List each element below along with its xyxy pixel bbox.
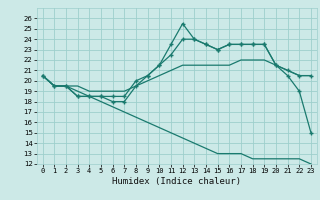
X-axis label: Humidex (Indice chaleur): Humidex (Indice chaleur) <box>112 177 241 186</box>
